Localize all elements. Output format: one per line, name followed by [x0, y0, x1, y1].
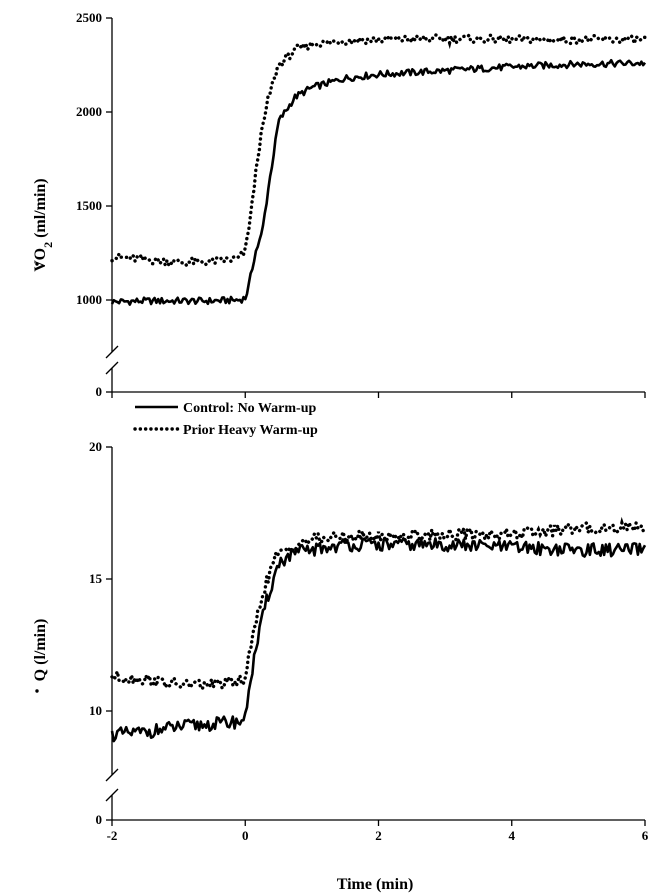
- top-y-title-dot: [35, 262, 39, 266]
- y-tick-label: 1500: [76, 198, 102, 213]
- top-y-title: VO2 (ml/min): [32, 178, 55, 271]
- top-y-title-prefix: V: [32, 260, 49, 272]
- y-tick-label: 0: [96, 384, 103, 399]
- bottom-y-title-main: Q: [32, 669, 49, 681]
- bottom-panel: 0 10 15 20 -2 0 2 4 6: [89, 439, 649, 843]
- top-y-title-sub: 2: [41, 242, 55, 248]
- y-tick-label: 15: [89, 571, 103, 586]
- x-tick-label: 0: [242, 828, 249, 843]
- y-tick-label: 0: [96, 812, 103, 827]
- axis-break-mark: [105, 768, 119, 782]
- legend-label-prior: Prior Heavy Warm-up: [183, 423, 318, 438]
- x-axis-title: Time (min): [337, 876, 414, 893]
- y-tick-label: 2500: [76, 10, 102, 25]
- x-tick-label: -2: [107, 828, 118, 843]
- y-tick-label: 10: [89, 703, 102, 718]
- svg-text:VO2 (ml/min): VO2 (ml/min): [32, 178, 55, 271]
- top-y-title-main: O: [32, 248, 49, 260]
- x-tick-label: 4: [509, 828, 516, 843]
- x-tick-label: 2: [375, 828, 382, 843]
- axis-break-mark: [105, 788, 119, 802]
- bottom-y-title-dot: [35, 689, 39, 693]
- legend: Control: No Warm-up Prior Heavy Warm-up: [133, 401, 318, 438]
- series-prior-warmup-line: [110, 516, 647, 692]
- axis-break-mark: [105, 345, 119, 359]
- y-tick-label: 1000: [76, 292, 102, 307]
- series-control-line: [110, 58, 647, 306]
- svg-text:Q (l/min): Q (l/min): [32, 619, 49, 682]
- top-y-title-unit: (ml/min): [32, 178, 49, 242]
- y-tick-label: 2000: [76, 104, 102, 119]
- top-panel: 0 1000 1500 2000 2500: [76, 10, 647, 399]
- series-control-line: [110, 537, 647, 743]
- legend-label-control: Control: No Warm-up: [183, 401, 316, 416]
- bottom-y-title: Q (l/min): [32, 619, 49, 682]
- axis-break-mark: [105, 361, 119, 375]
- x-tick-label: 6: [642, 828, 649, 843]
- series-prior-warmup-line: [110, 29, 647, 271]
- bottom-y-title-unit: (l/min): [32, 619, 49, 669]
- y-tick-label: 20: [89, 439, 102, 454]
